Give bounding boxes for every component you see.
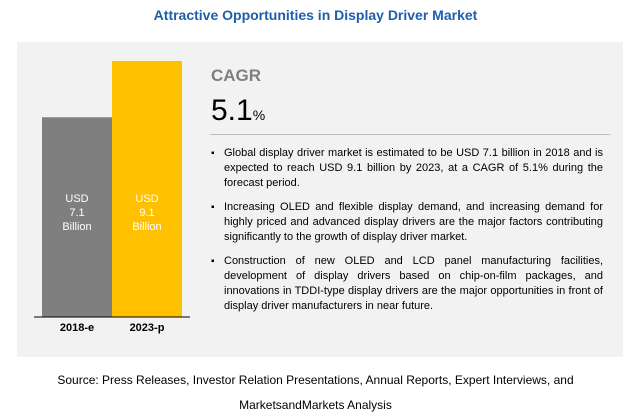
bar-value-label: USD 9.1 Billion [132, 193, 162, 233]
bar-value-label: USD 7.1 Billion [62, 193, 92, 233]
bar-2023-p [112, 61, 182, 317]
cagr-value: 5.1% [211, 94, 265, 128]
chart-title: Attractive Opportunities in Display Driv… [153, 7, 478, 23]
cagr-unit: % [252, 107, 266, 123]
x-tick-label: 2018-e [59, 322, 95, 334]
source-note: Source: Press Releases, Investor Relatio… [0, 368, 631, 418]
bullet-item: Global display driver market is estimate… [211, 146, 603, 191]
source-line-1: Source: Press Releases, Investor Relatio… [57, 373, 574, 387]
bar-2018-e [42, 117, 112, 317]
bullet-item: Construction of new OLED and LCD panel m… [211, 254, 603, 314]
bullet-item: Increasing OLED and flexible display dem… [211, 200, 603, 245]
cagr-label: CAGR [211, 66, 262, 85]
source-line-2: MarketsandMarkets Analysis [239, 398, 392, 412]
x-tick-label: 2023-p [129, 322, 165, 334]
divider [210, 134, 610, 135]
bullet-list: Global display driver market is estimate… [211, 146, 603, 323]
cagr-number: 5.1 [211, 94, 253, 127]
